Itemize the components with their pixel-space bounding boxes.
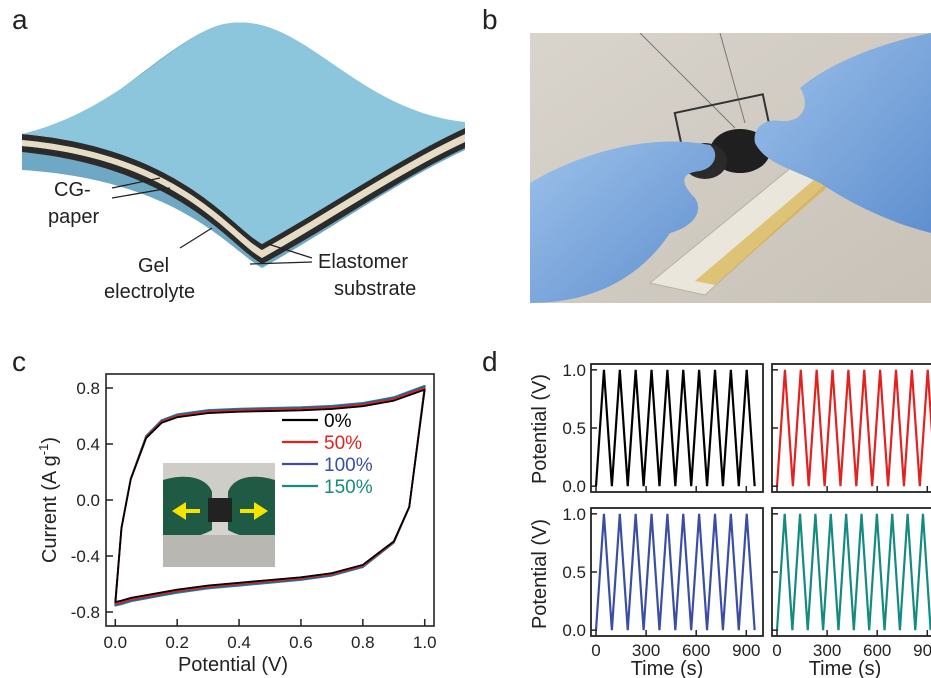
gcd-x-tick-label: 0	[591, 641, 600, 660]
gcd-x-tick-label: 600	[863, 641, 891, 660]
gcd-x-axis-title-left: Time (s)	[631, 658, 704, 678]
gcd-charts: 1.0 0.5 0.0 1.0 0.5 0.0 0 300 600 900 0 300 600 900 P…	[529, 361, 931, 678]
panel-label-b: b	[482, 4, 498, 35]
cv-y-axis: 0.8 0.4 0.0 -0.4 -0.8	[71, 379, 113, 622]
gcd-y-tick-label: 0.0	[562, 477, 586, 496]
cv-y-tick-label: -0.4	[71, 547, 100, 566]
cg-paper-label-line2: paper	[48, 206, 99, 228]
cv-chart: 0.8 0.4 0.0 -0.4 -0.8 0.0 0.2 0.4 0.6 0.8 1.0 0%5…	[36, 373, 437, 676]
cv-x-tick-label: 0.0	[103, 633, 127, 652]
cv-y-tick-label: 0.0	[76, 491, 100, 510]
elastomer-label-line2: substrate	[334, 278, 416, 300]
gcd-y-axis-title-top: Potential (V)	[529, 374, 551, 484]
cv-legend-label: 150%	[324, 477, 373, 498]
top-surface	[22, 22, 465, 245]
cv-series-line	[114, 387, 426, 605]
gcd-series-line	[594, 369, 756, 487]
cv-y-axis-title: Current (A g-1)	[36, 437, 61, 563]
elastomer-label-line1: Elastomer	[318, 251, 408, 273]
cv-series-lines	[114, 384, 426, 607]
panel-label-c: c	[12, 346, 26, 377]
gcd-subplot: 0 300 600 900	[771, 507, 931, 660]
cv-x-tick-label: 0.8	[351, 633, 375, 652]
gcd-series-line	[775, 513, 931, 631]
photo-hands-stretching-device	[530, 33, 931, 303]
cv-y-tick-label: 0.8	[76, 379, 100, 398]
gcd-y-tick-label: 1.0	[562, 505, 586, 524]
cv-x-tick-label: 0.2	[165, 633, 189, 652]
cv-y-tick-label: -0.8	[71, 603, 100, 622]
gcd-x-tick-label: 300	[813, 641, 841, 660]
cv-legend-label: 100%	[324, 455, 373, 476]
inset-photo-stretched-device	[163, 463, 275, 567]
gcd-x-tick-label: 600	[682, 641, 710, 660]
gel-electrolyte-layer	[22, 134, 465, 258]
panel-label-a: a	[12, 4, 28, 35]
gel-label-line2: electrolyte	[104, 281, 195, 303]
cv-x-tick-label: 1.0	[413, 633, 437, 652]
cv-legend-label: 50%	[324, 433, 362, 454]
gcd-x-tick-label: 900	[732, 641, 760, 660]
cg-paper-layer-bottom	[22, 142, 465, 264]
gcd-y-tick-label: 0.5	[562, 419, 586, 438]
cv-y-tick-label: 0.4	[76, 435, 100, 454]
device-schematic: CG- paper Gel electrolyte Elastomer subs…	[22, 22, 465, 303]
gcd-series-line	[775, 369, 931, 487]
cv-legend: 0%50%100%150%	[282, 411, 373, 498]
cv-x-tick-label: 0.4	[227, 633, 251, 652]
cg-paper-label-line1: CG-	[54, 179, 91, 201]
cv-x-axis-title: Potential (V)	[178, 654, 288, 676]
cv-legend-label: 0%	[324, 411, 352, 432]
cg-paper-layer-top	[22, 128, 465, 250]
gcd-subplot: 1.0 0.5 0.0	[562, 361, 764, 496]
gcd-y-tick-label: 1.0	[562, 361, 586, 380]
panel-label-d: d	[482, 346, 498, 377]
gcd-x-tick-label: 0	[772, 641, 781, 660]
gcd-series-line	[594, 513, 756, 631]
gcd-x-axis-title-right: Time (s)	[809, 658, 882, 678]
gcd-subplot: 1.0 0.5 0.0 0 300 600 900	[562, 505, 764, 660]
gcd-y-tick-label: 0.5	[562, 563, 586, 582]
cv-series-line	[114, 388, 426, 603]
gcd-y-axis-title-bottom: Potential (V)	[529, 519, 551, 629]
gcd-subplot	[771, 363, 931, 493]
gel-label-line1: Gel	[138, 255, 169, 277]
gcd-x-tick-label: 300	[632, 641, 660, 660]
cv-x-axis: 0.0 0.2 0.4 0.6 0.8 1.0	[103, 619, 437, 652]
gcd-y-tick-label: 0.0	[562, 621, 586, 640]
gcd-x-tick-label: 900	[913, 641, 931, 660]
cv-x-tick-label: 0.6	[289, 633, 313, 652]
